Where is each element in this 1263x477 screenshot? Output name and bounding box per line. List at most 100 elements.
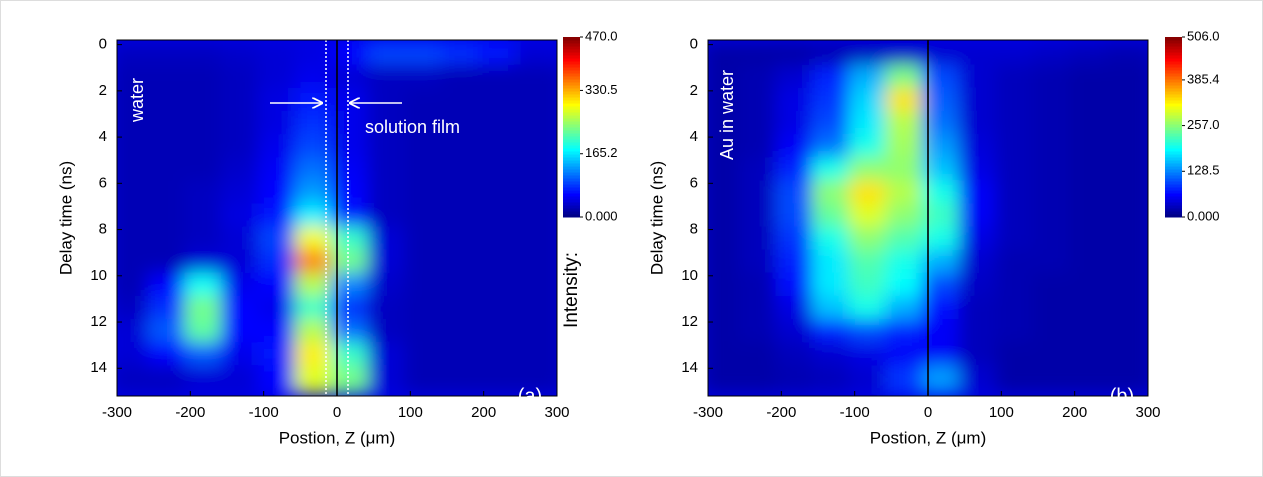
- colorbar-step: [563, 79, 580, 83]
- x-axis-title: Postion, Z (μm): [279, 428, 396, 447]
- colorbar-step: [563, 202, 580, 206]
- heatmap-cell: [514, 365, 557, 395]
- x-tick-label: -100: [840, 404, 870, 421]
- colorbar-step: [1165, 139, 1182, 143]
- x-tick-label: 100: [398, 404, 423, 421]
- colorbar-step: [1165, 169, 1182, 173]
- y-tick-label: 10: [681, 267, 698, 284]
- colorbar-step: [563, 130, 580, 134]
- y-tick-label: 2: [99, 82, 107, 99]
- colorbar-step: [1165, 184, 1182, 188]
- colorbar-step: [1165, 193, 1182, 197]
- x-tick-label: 200: [471, 404, 496, 421]
- y-tick-label: 8: [690, 221, 698, 238]
- colorbar-step: [1165, 163, 1182, 167]
- colorbar-step: [563, 163, 580, 167]
- colorbar-tick-label: 0.000: [1187, 208, 1220, 223]
- colorbar-step: [563, 196, 580, 200]
- colorbar-step: [1165, 196, 1182, 200]
- colorbar-step: [563, 181, 580, 185]
- colorbar-step: [563, 46, 580, 50]
- colorbar-step: [1165, 67, 1182, 71]
- colorbar-step: [563, 169, 580, 173]
- x-tick-label: -300: [102, 404, 132, 421]
- colorbar-step: [1165, 199, 1182, 203]
- x-tick-label: 0: [333, 404, 341, 421]
- colorbar-step: [1165, 148, 1182, 152]
- colorbar-step: [563, 160, 580, 164]
- heatmap: [117, 41, 557, 395]
- colorbar-step: [1165, 52, 1182, 56]
- colorbar-step: [1165, 40, 1182, 44]
- colorbar-step: [1165, 154, 1182, 158]
- x-tick-label: 0: [924, 404, 932, 421]
- heatmap-cell: [1105, 365, 1148, 395]
- colorbar-step: [1165, 109, 1182, 113]
- colorbar-step: [563, 136, 580, 140]
- y-tick-label: 4: [690, 128, 698, 145]
- colorbar-step: [1165, 136, 1182, 140]
- colorbar-step: [563, 214, 580, 218]
- colorbar-step: [563, 139, 580, 143]
- y-tick-label: 8: [99, 221, 107, 238]
- colorbar-step: [563, 58, 580, 62]
- x-tick-label: -300: [693, 404, 723, 421]
- colorbar-step: [1165, 82, 1182, 86]
- colorbar-step: [563, 124, 580, 128]
- colorbar-step: [563, 211, 580, 215]
- colorbar-step: [563, 157, 580, 161]
- colorbar-step: [563, 103, 580, 107]
- colorbar-tick-label: 165.2: [585, 145, 618, 160]
- colorbar-step: [563, 205, 580, 209]
- colorbar-step: [1165, 79, 1182, 83]
- annotation: Au in water: [717, 70, 737, 160]
- colorbar-step: [563, 145, 580, 149]
- colorbar-step: [563, 208, 580, 212]
- annotation: water: [127, 78, 147, 123]
- colorbar-step: [563, 148, 580, 152]
- colorbar-step: [1165, 205, 1182, 209]
- colorbar-step: [1165, 190, 1182, 194]
- x-tick-label: 300: [544, 404, 569, 421]
- colorbar-step: [1165, 202, 1182, 206]
- colorbar-tick-label: 506.0: [1187, 28, 1220, 43]
- colorbar-tick-label: 257.0: [1187, 117, 1220, 132]
- annotation: (b): [1110, 385, 1134, 407]
- x-axis-title: Postion, Z (μm): [870, 428, 987, 447]
- colorbar-tick-label: 385.4: [1187, 71, 1220, 86]
- y-tick-label: 4: [99, 128, 107, 145]
- colorbar-step: [1165, 175, 1182, 179]
- colorbar-step: [1165, 115, 1182, 119]
- plot: [708, 40, 1148, 396]
- colorbar-step: [563, 100, 580, 104]
- colorbar-step: [563, 151, 580, 155]
- colorbar-tick-label: 0.000: [585, 208, 618, 223]
- colorbar-step: [1165, 94, 1182, 98]
- colorbar-step: [563, 127, 580, 131]
- colorbar-step: [1165, 58, 1182, 62]
- colorbar-step: [1165, 160, 1182, 164]
- colorbar-step: [1165, 157, 1182, 161]
- colorbar-tick-label: 470.0: [585, 28, 618, 43]
- y-axis-title: Delay time (ns): [56, 161, 75, 275]
- y-tick-label: 2: [690, 82, 698, 99]
- colorbar-step: [1165, 85, 1182, 89]
- colorbar-step: [563, 166, 580, 170]
- colorbar-step: [563, 88, 580, 92]
- colorbar-step: [1165, 118, 1182, 122]
- colorbar-tick-label: 330.5: [585, 82, 618, 97]
- colorbar-step: [1165, 127, 1182, 131]
- colorbar-step: [563, 184, 580, 188]
- colorbar-step: [1165, 208, 1182, 212]
- colorbar-step: [1165, 61, 1182, 65]
- colorbar-step: [563, 70, 580, 74]
- colorbar-title: Intensity:: [561, 252, 582, 328]
- colorbar-step: [563, 199, 580, 203]
- colorbar-step: [563, 175, 580, 179]
- plot: [117, 40, 557, 396]
- colorbar-step: [1165, 181, 1182, 185]
- colorbar-tick-label: 128.5: [1187, 163, 1220, 178]
- colorbar-step: [1165, 49, 1182, 53]
- colorbar-step: [563, 118, 580, 122]
